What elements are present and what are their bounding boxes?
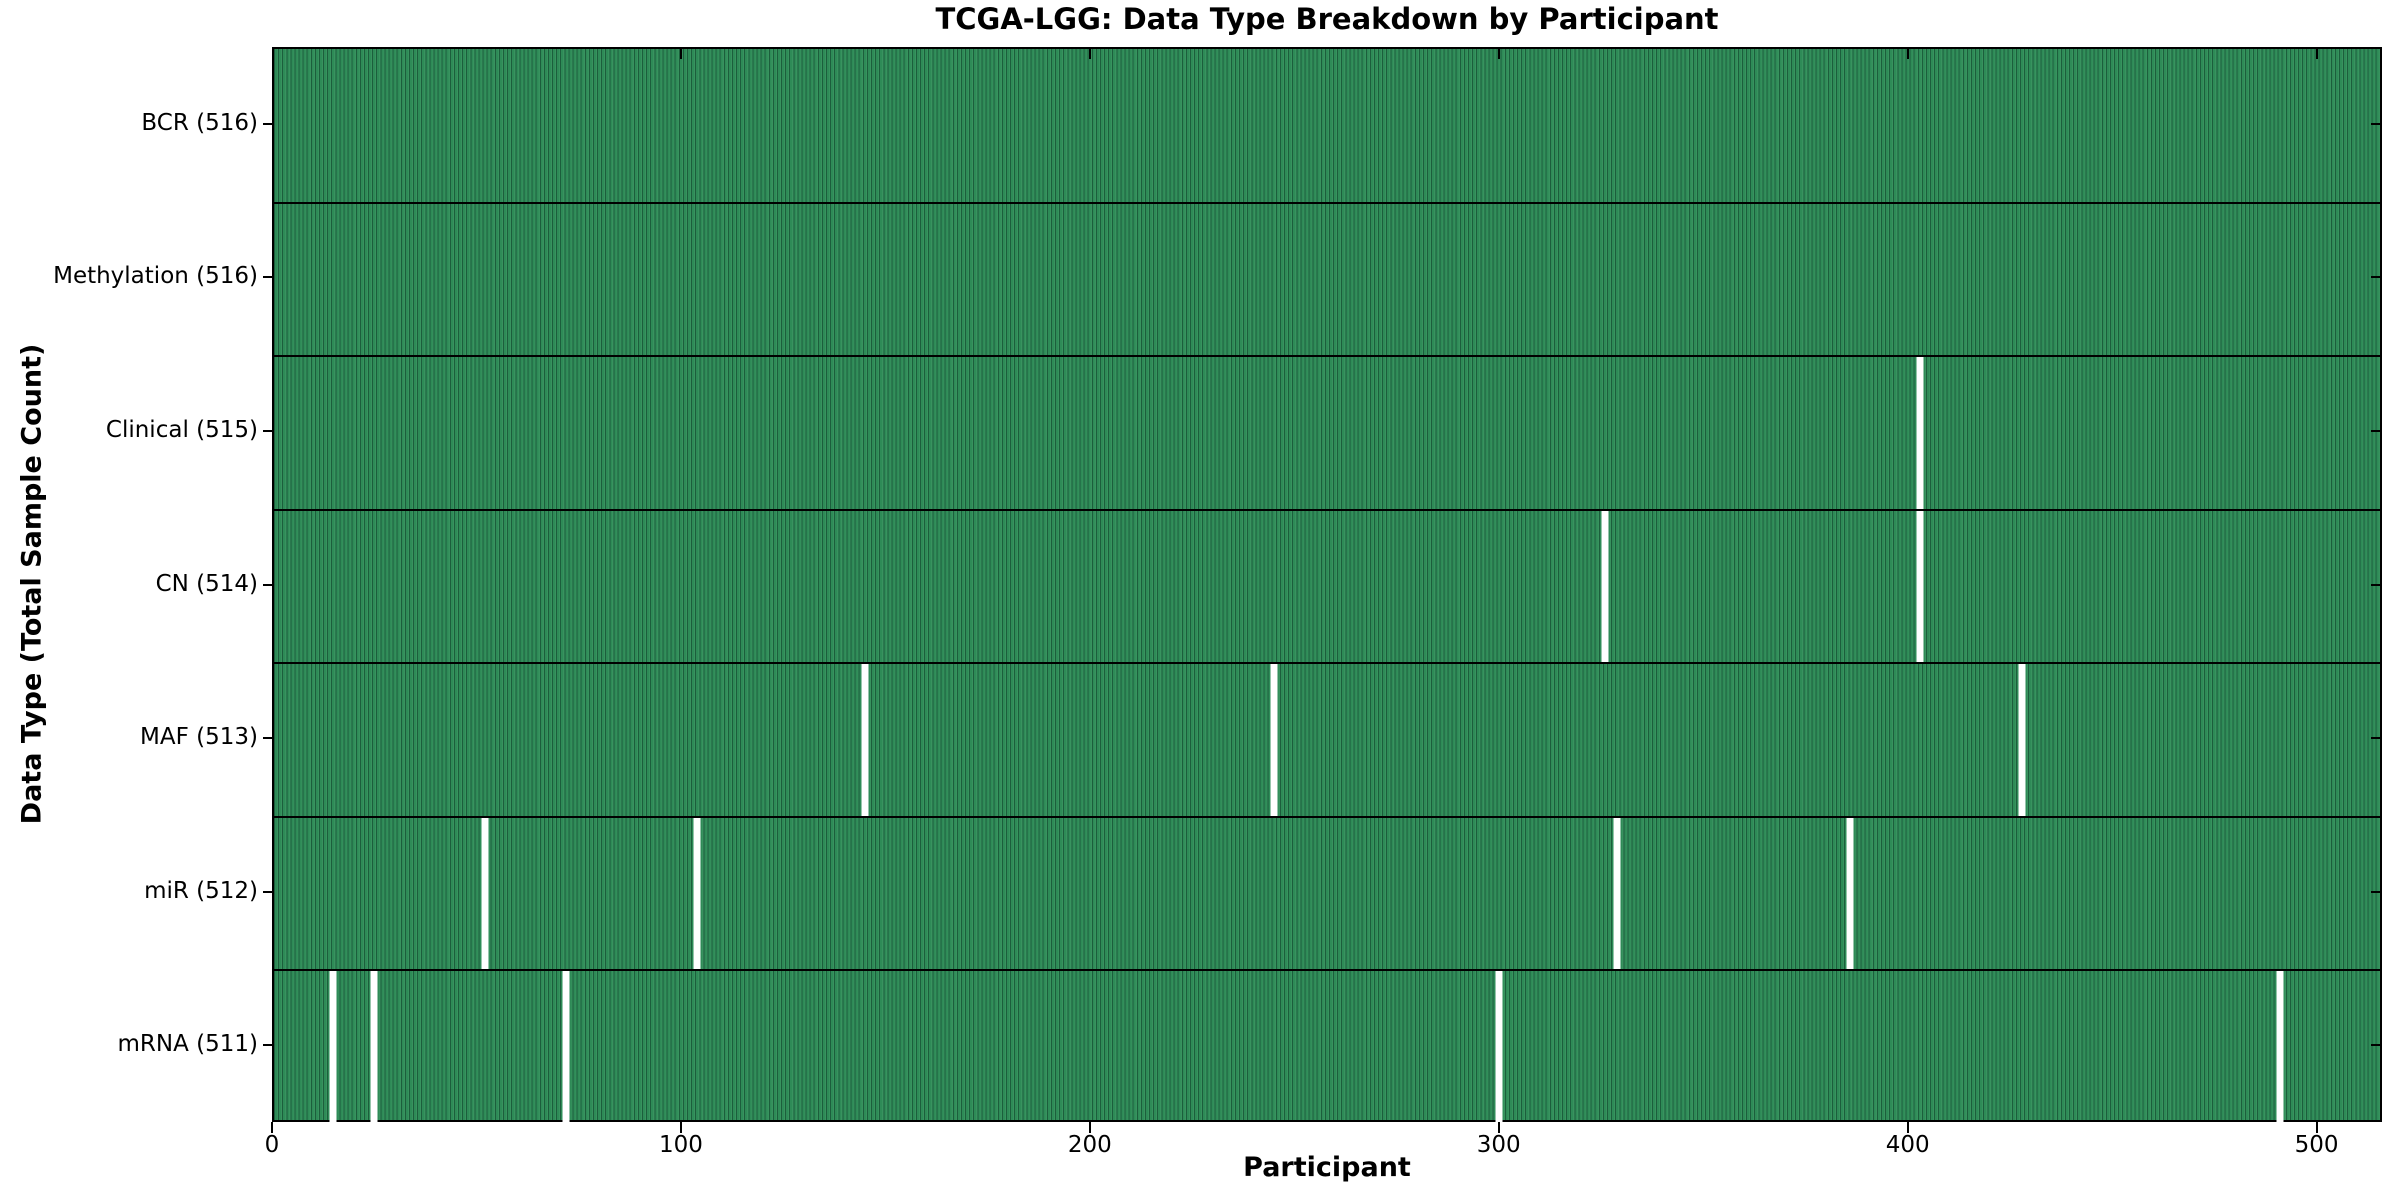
ytick-label-miR: miR (512) xyxy=(144,877,258,904)
row-separator xyxy=(274,815,2380,818)
xtick-label-400: 400 xyxy=(1885,1132,1930,1158)
ytick-label-mRNA: mRNA (511) xyxy=(117,1031,258,1058)
xtick-mark-top xyxy=(2315,49,2318,59)
x-axis-label: Participant xyxy=(1243,1152,1411,1183)
xtick-label-500: 500 xyxy=(2294,1132,2339,1158)
ytick-label-Methylation: Methylation (516) xyxy=(53,263,258,290)
plot-area: PresentAbsent xyxy=(272,47,2382,1124)
chart-title: TCGA-LGG: Data Type Breakdown by Partici… xyxy=(935,2,1719,36)
absent-marker-mRNA xyxy=(1495,971,1503,1124)
ytick-mark-right xyxy=(2371,890,2380,893)
absent-marker-CN xyxy=(1916,510,1924,664)
absent-marker-MAF xyxy=(861,664,869,817)
ytick-mark-right xyxy=(2371,1044,2380,1047)
xtick-mark-top xyxy=(679,49,682,59)
row-separator xyxy=(274,969,2380,972)
row-separator xyxy=(274,355,2380,358)
absent-marker-mRNA xyxy=(562,971,570,1124)
row-separator xyxy=(274,201,2380,204)
xtick-label-200: 200 xyxy=(1067,1132,1112,1158)
ytick-mark-left xyxy=(263,890,272,893)
xtick-mark-bottom xyxy=(1088,1122,1091,1133)
row-separator xyxy=(274,662,2380,665)
ytick-label-MAF: MAF (513) xyxy=(140,724,258,751)
absent-marker-mRNA xyxy=(2276,971,2284,1124)
ytick-mark-left xyxy=(263,429,272,432)
ytick-mark-left xyxy=(263,1044,272,1047)
xtick-label-0: 0 xyxy=(264,1132,280,1158)
xtick-mark-bottom xyxy=(2315,1122,2318,1133)
xtick-mark-bottom xyxy=(1497,1122,1500,1133)
ytick-mark-left xyxy=(263,276,272,279)
ytick-mark-left xyxy=(263,122,272,125)
absent-marker-miR xyxy=(693,817,701,971)
xtick-mark-bottom xyxy=(679,1122,682,1133)
ytick-mark-right xyxy=(2371,276,2380,279)
absent-marker-miR xyxy=(481,817,489,971)
absent-marker-mRNA xyxy=(329,971,337,1124)
xtick-mark-top xyxy=(1906,49,1909,59)
row-separator xyxy=(274,508,2380,511)
ytick-label-Clinical: Clinical (515) xyxy=(105,416,258,443)
absent-marker-miR xyxy=(1613,817,1621,971)
ytick-label-BCR: BCR (516) xyxy=(141,109,258,136)
xtick-label-300: 300 xyxy=(1476,1132,1521,1158)
absent-marker-MAF xyxy=(2018,664,2026,817)
absent-marker-Clinical xyxy=(1916,357,1924,510)
xtick-mark-top xyxy=(1088,49,1091,59)
ytick-mark-left xyxy=(263,583,272,586)
xtick-mark-bottom xyxy=(271,1122,273,1133)
absent-marker-miR xyxy=(1846,817,1854,971)
ytick-mark-right xyxy=(2371,429,2380,432)
ytick-mark-right xyxy=(2371,122,2380,125)
xtick-mark-top xyxy=(1497,49,1500,59)
absent-marker-CN xyxy=(1601,510,1609,664)
ytick-mark-right xyxy=(2371,583,2380,586)
ytick-mark-left xyxy=(263,737,272,740)
absent-marker-MAF xyxy=(1270,664,1278,817)
ytick-label-CN: CN (514) xyxy=(155,570,258,597)
xtick-label-100: 100 xyxy=(658,1132,703,1158)
xtick-mark-bottom xyxy=(1906,1122,1909,1133)
absent-marker-mRNA xyxy=(370,971,378,1124)
ytick-mark-right xyxy=(2371,737,2380,740)
